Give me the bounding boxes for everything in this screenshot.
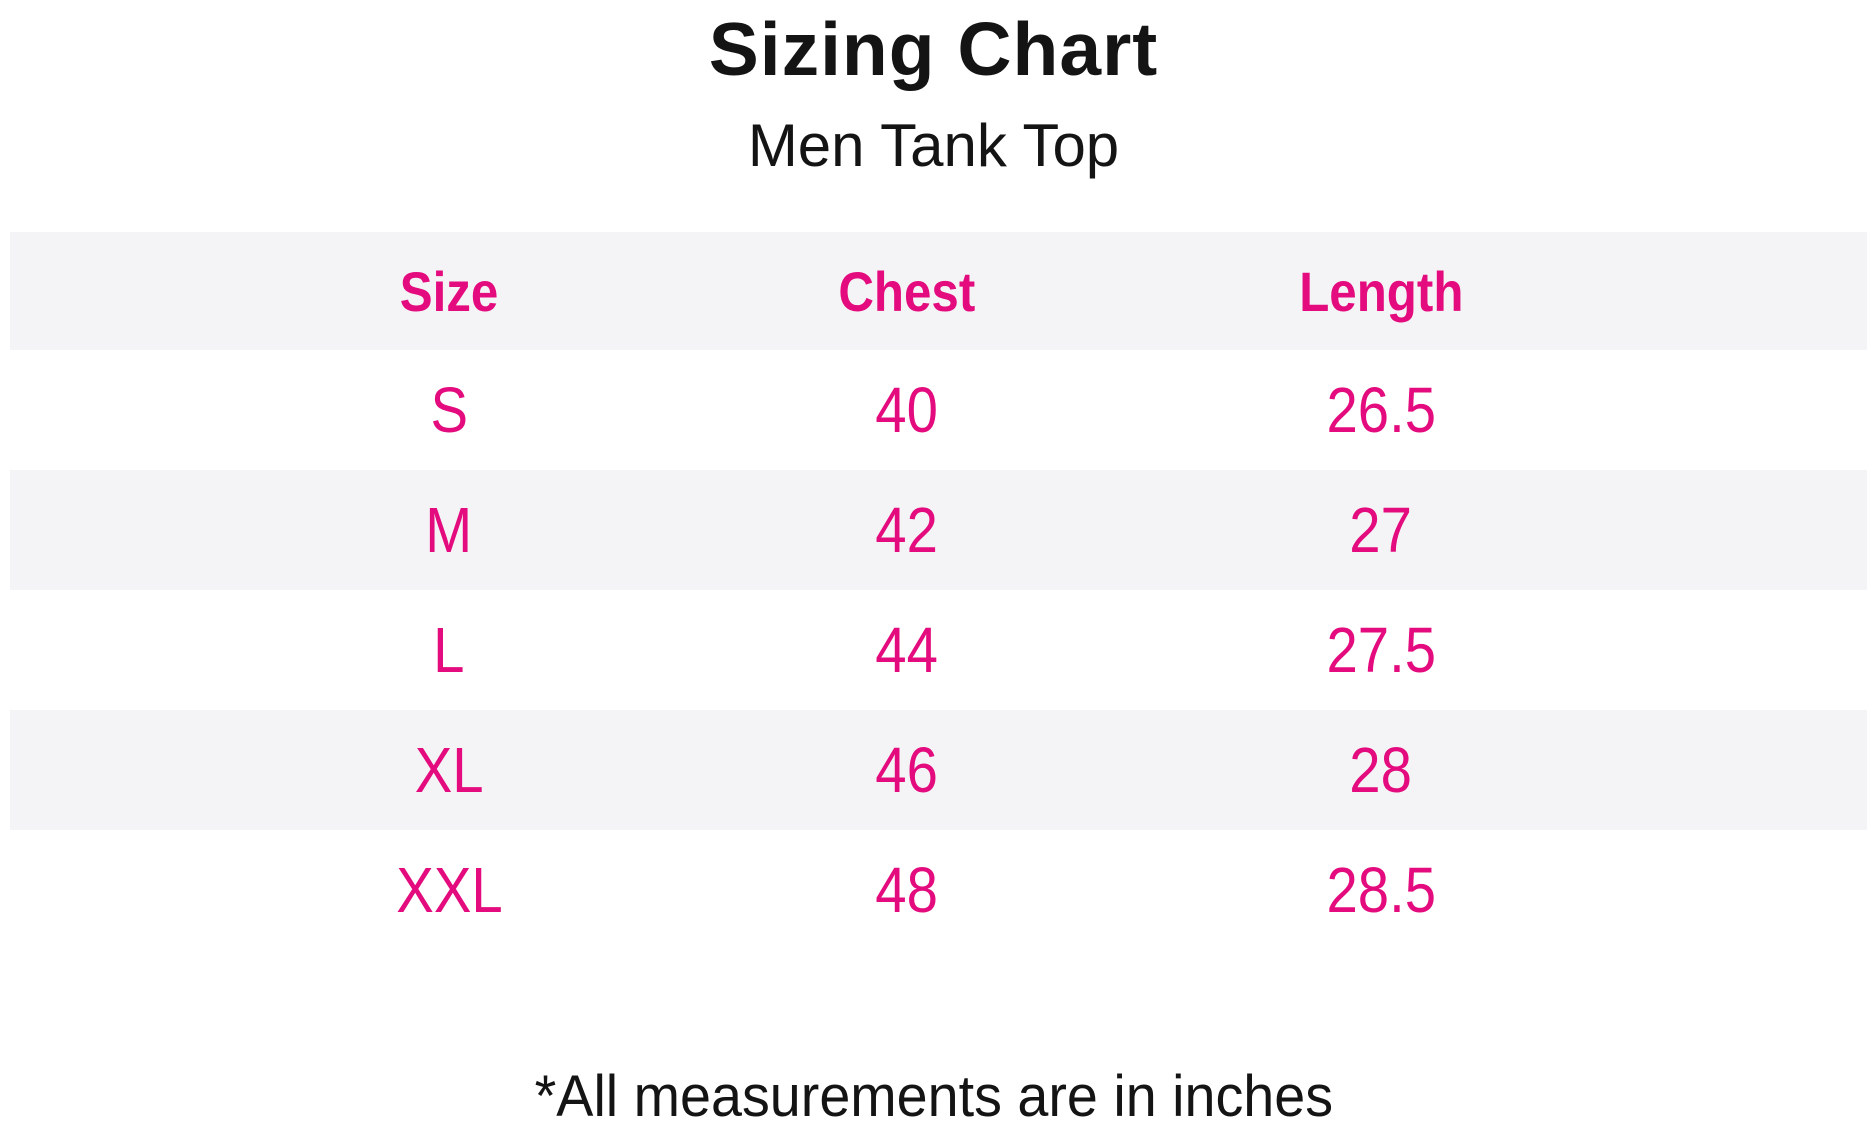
cell-length: 27 bbox=[1136, 493, 1626, 567]
table-header-row: Size Chest Length bbox=[10, 232, 1867, 350]
table-row: XXL 48 28.5 bbox=[10, 830, 1867, 950]
cell-chest: 44 bbox=[678, 613, 1136, 687]
cell-chest: 48 bbox=[678, 853, 1136, 927]
cell-chest: 46 bbox=[678, 733, 1136, 807]
cell-chest: 40 bbox=[678, 373, 1136, 447]
header-cell-length-label: Length bbox=[1298, 259, 1464, 323]
measurements-footnote: *All measurements are in inches bbox=[0, 1062, 1867, 1132]
cell-size: XL bbox=[220, 733, 678, 807]
cell-chest-value: 44 bbox=[875, 614, 939, 686]
cell-chest: 42 bbox=[678, 493, 1136, 567]
sizing-table: Size Chest Length S 40 26.5 M 42 27 L 44… bbox=[10, 232, 1867, 950]
header-cell-chest-label: Chest bbox=[838, 259, 976, 323]
table-row: M 42 27 bbox=[10, 470, 1867, 590]
cell-size: S bbox=[220, 373, 678, 447]
cell-chest-value: 40 bbox=[875, 374, 939, 446]
page-title: Sizing Chart bbox=[708, 7, 1159, 91]
cell-length: 27.5 bbox=[1136, 613, 1626, 687]
header-cell-length: Length bbox=[1136, 259, 1626, 324]
cell-chest-value: 42 bbox=[875, 494, 939, 566]
cell-length: 28 bbox=[1136, 733, 1626, 807]
cell-length-value: 28.5 bbox=[1326, 854, 1436, 926]
header-cell-chest: Chest bbox=[678, 259, 1136, 324]
cell-length-value: 27 bbox=[1349, 494, 1413, 566]
cell-chest-value: 46 bbox=[875, 734, 939, 806]
cell-size-value: L bbox=[433, 614, 465, 686]
header-cell-size-label: Size bbox=[399, 259, 499, 323]
page-subtitle: Men Tank Top bbox=[747, 112, 1120, 179]
table-row: L 44 27.5 bbox=[10, 590, 1867, 710]
cell-length: 28.5 bbox=[1136, 853, 1626, 927]
cell-size-value: XL bbox=[414, 734, 484, 806]
cell-size: M bbox=[220, 493, 678, 567]
cell-length-value: 28 bbox=[1349, 734, 1413, 806]
cell-length-value: 27.5 bbox=[1326, 614, 1436, 686]
cell-length: 26.5 bbox=[1136, 373, 1626, 447]
measurements-footnote-text: *All measurements are in inches bbox=[534, 1064, 1333, 1129]
cell-size: L bbox=[220, 613, 678, 687]
table-row: XL 46 28 bbox=[10, 710, 1867, 830]
header-cell-size: Size bbox=[220, 259, 678, 324]
cell-size: XXL bbox=[220, 853, 678, 927]
cell-length-value: 26.5 bbox=[1326, 374, 1436, 446]
cell-size-value: M bbox=[425, 494, 473, 566]
cell-size-value: S bbox=[430, 374, 468, 446]
cell-size-value: XXL bbox=[395, 854, 503, 926]
table-row: S 40 26.5 bbox=[10, 350, 1867, 470]
cell-chest-value: 48 bbox=[875, 854, 939, 926]
